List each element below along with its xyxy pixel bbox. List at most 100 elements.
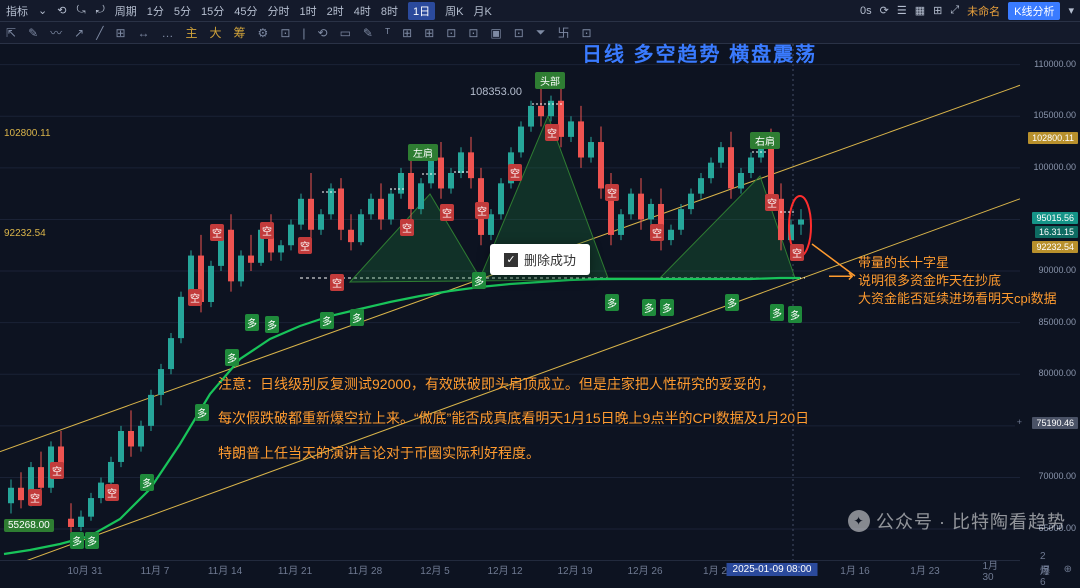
tool-12[interactable]: ⊡ xyxy=(280,26,290,40)
arrow-icon: ⟶ xyxy=(828,266,854,287)
check-icon: ✓ xyxy=(504,253,518,267)
doc-name[interactable]: 未命名 xyxy=(967,3,1000,19)
tb-expand[interactable]: ⤢ xyxy=(950,4,959,17)
tb-grid[interactable]: ▦ xyxy=(915,4,925,17)
tf-⌄[interactable]: ⌄ xyxy=(38,4,47,17)
tool-15[interactable]: ▭ xyxy=(340,26,351,40)
signal-short: 空 xyxy=(210,224,224,241)
tb-reload[interactable]: ⟳ xyxy=(880,4,889,17)
head-label: 头部 xyxy=(535,72,565,89)
tool-9[interactable]: 大 xyxy=(210,24,222,41)
tool-4[interactable]: ╱ xyxy=(96,26,103,40)
tool-19[interactable]: ⊞ xyxy=(424,26,434,40)
tool-2[interactable]: 〰 xyxy=(50,24,62,41)
time-tick: 12月 26 xyxy=(627,562,662,577)
time-tick: 12月 12 xyxy=(487,562,522,577)
tf-指标[interactable]: 指标 xyxy=(6,3,28,19)
time-tick: 11月 14 xyxy=(208,562,242,577)
tf-月K[interactable]: 月K xyxy=(474,3,492,19)
note-right: 带量的长十字星 说明很多资金昨天在抄底 大资金能否延续进场看明天cpi数据 xyxy=(858,254,1057,309)
signal-short: 空 xyxy=(508,164,522,181)
tf-1分[interactable]: 1分 xyxy=(147,3,164,19)
signal-long: 多 xyxy=(195,404,209,421)
signal-short: 空 xyxy=(298,237,312,254)
price-marker: 95015.56 xyxy=(1032,212,1078,224)
low-price-tag: 55268.00 xyxy=(4,519,54,532)
tool-24[interactable]: ⏷ xyxy=(536,25,546,40)
time-axis: ⊕ 爆 10月 3111月 711月 1411月 2111月 2812月 512… xyxy=(0,560,1020,578)
signal-long: 多 xyxy=(605,294,619,311)
tool-7[interactable]: … xyxy=(162,26,174,40)
tool-21[interactable]: ⊡ xyxy=(468,26,478,40)
toast-delete-success: ✓ 删除成功 xyxy=(490,244,590,275)
tf-4时[interactable]: 4时 xyxy=(354,3,371,19)
tf-周K[interactable]: 周K xyxy=(445,3,463,19)
ytick: 70000.00 xyxy=(1036,471,1078,481)
signal-long: 多 xyxy=(350,309,364,326)
time-tick: 11月 21 xyxy=(278,562,312,577)
tb-timer[interactable]: 0s xyxy=(860,5,872,17)
axis-zoom-icon[interactable]: ⊕ xyxy=(1064,564,1072,575)
left-price-1: 102800.11 xyxy=(4,128,51,139)
tool-10[interactable]: 筹 xyxy=(234,24,246,41)
right-shoulder-label: 右肩 xyxy=(750,132,780,149)
tb-layers[interactable]: ☰ xyxy=(897,4,907,17)
tf-1日[interactable]: 1日 xyxy=(408,2,435,20)
kline-analysis-button[interactable]: K线分析 xyxy=(1008,2,1060,20)
signal-short: 空 xyxy=(475,202,489,219)
signal-short: 空 xyxy=(765,194,779,211)
tool-3[interactable]: ↗ xyxy=(74,26,84,40)
signal-long: 多 xyxy=(725,294,739,311)
signal-short: 空 xyxy=(440,204,454,221)
signal-short: 空 xyxy=(650,224,664,241)
signal-short: 空 xyxy=(50,462,64,479)
ytick: 105000.00 xyxy=(1031,110,1078,120)
time-tick: 1月 16 xyxy=(840,562,869,577)
signal-short: 空 xyxy=(330,274,344,291)
tool-20[interactable]: ⊡ xyxy=(446,26,456,40)
price-marker: 102800.11 xyxy=(1028,132,1078,144)
tf-⟲[interactable]: ⟲ xyxy=(57,4,66,17)
tool-6[interactable]: ↔ xyxy=(138,26,150,40)
tool-5[interactable]: ⊞ xyxy=(115,26,125,40)
signal-short: 空 xyxy=(605,184,619,201)
tf-周期[interactable]: 周期 xyxy=(115,3,137,19)
tf-⤿[interactable]: ⤿ xyxy=(76,4,85,17)
signal-long: 多 xyxy=(140,474,154,491)
ytick: 80000.00 xyxy=(1036,368,1078,378)
tf-2时[interactable]: 2时 xyxy=(327,3,344,19)
tool-8[interactable]: 主 xyxy=(186,24,198,41)
tool-13[interactable]: | xyxy=(302,26,305,40)
tf-45分[interactable]: 45分 xyxy=(234,3,257,19)
tool-1[interactable]: ✎ xyxy=(28,26,38,40)
tool-25[interactable]: 卐 xyxy=(557,24,569,41)
tb-snap[interactable]: ⊞ xyxy=(933,4,942,17)
toolbar-timeframes: 指标 ⌄ ⟲ ⤿ ⤾ 周期 1分 5分 15分 45分分时 1时 2时 4时 8时 1日周K 月K 0s ⟳ ☰ ▦ ⊞… xyxy=(0,0,1080,22)
toolbar-drawing: ⇱✎〰↗╱⊞↔…主大筹⚙⊡|⟲▭✎ᵀ⊞⊞⊡⊡▣⊡⏷卐⊡ xyxy=(0,22,1080,44)
ytick: 85000.00 xyxy=(1036,317,1078,327)
tool-16[interactable]: ✎ xyxy=(363,26,373,40)
tool-18[interactable]: ⊞ xyxy=(402,26,412,40)
note-main: 注意：日线级别反复测试92000，有效跌破即头肩顶成立。但是庄家把人性研究的妥妥… xyxy=(218,374,1018,463)
tool-14[interactable]: ⟲ xyxy=(318,26,328,40)
signal-short: 空 xyxy=(790,244,804,261)
tf-⤾[interactable]: ⤾ xyxy=(96,4,105,17)
time-tick: 1月 30 xyxy=(983,557,1008,583)
tool-0[interactable]: ⇱ xyxy=(6,26,16,40)
tf-分时[interactable]: 分时 xyxy=(268,3,290,19)
tool-22[interactable]: ▣ xyxy=(490,26,501,40)
tool-17[interactable]: ᵀ xyxy=(385,26,390,40)
tf-15分[interactable]: 15分 xyxy=(201,3,224,19)
time-tick: 1月 2 xyxy=(703,562,727,577)
signal-long: 多 xyxy=(225,349,239,366)
signal-long: 多 xyxy=(70,532,84,549)
chart-area[interactable]: 110000.00105000.00100000.0095000.0090000… xyxy=(0,44,1080,560)
menu-icon[interactable]: ▾ xyxy=(1068,4,1074,17)
tool-11[interactable]: ⚙ xyxy=(258,26,269,40)
tf-5分[interactable]: 5分 xyxy=(174,3,191,19)
tf-1时[interactable]: 1时 xyxy=(300,3,317,19)
tf-8时[interactable]: 8时 xyxy=(381,3,398,19)
signal-long: 多 xyxy=(320,312,334,329)
tool-23[interactable]: ⊡ xyxy=(514,26,524,40)
wechat-icon: ✦ xyxy=(848,510,870,532)
